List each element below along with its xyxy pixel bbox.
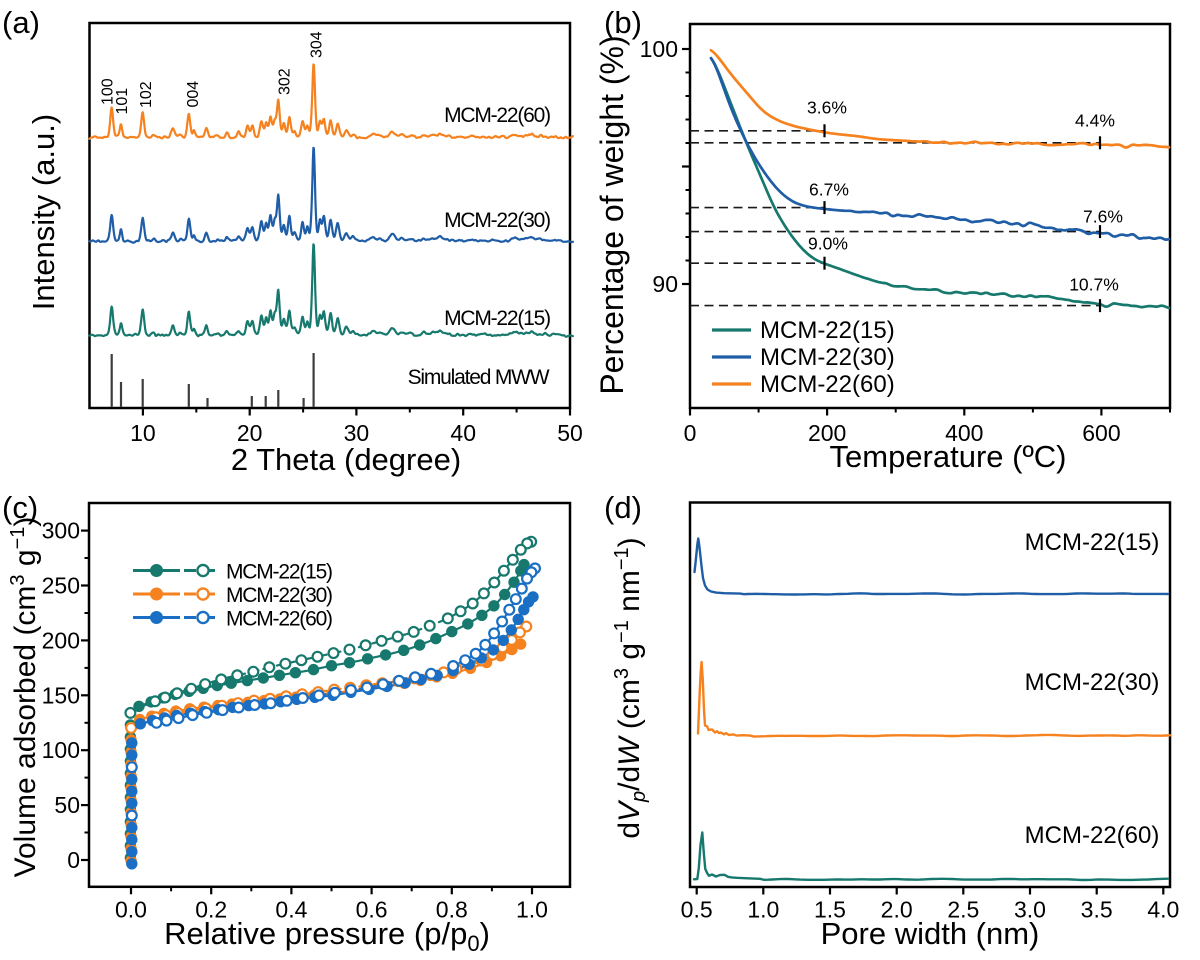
svg-text:304: 304 [308, 31, 325, 58]
svg-text:0: 0 [67, 847, 80, 873]
svg-text:MCM-22(30): MCM-22(30) [226, 584, 332, 607]
svg-text:Volume adsorbed (cm3 g−1): Volume adsorbed (cm3 g−1) [7, 517, 42, 878]
svg-text:3.6%: 3.6% [807, 98, 847, 118]
svg-text:0.6: 0.6 [356, 897, 388, 923]
svg-text:3.5: 3.5 [1081, 897, 1113, 923]
svg-text:100: 100 [42, 737, 80, 763]
svg-text:0.5: 0.5 [681, 897, 713, 923]
svg-text:dVp/dW (cm3 g−1 nm−1): dVp/dW (cm3 g−1 nm−1) [611, 537, 650, 838]
svg-text:30: 30 [344, 420, 370, 446]
svg-text:101: 101 [114, 88, 131, 115]
svg-text:(d): (d) [604, 490, 642, 525]
svg-text:Intensity (a.u.): Intensity (a.u.) [26, 114, 61, 310]
svg-text:100: 100 [640, 36, 678, 62]
svg-text:(c): (c) [2, 490, 38, 525]
svg-text:4.0: 4.0 [1147, 897, 1179, 923]
svg-text:600: 600 [1082, 420, 1120, 446]
svg-text:1.5: 1.5 [814, 897, 846, 923]
svg-text:MCM-22(30): MCM-22(30) [1025, 669, 1160, 696]
svg-text:1.0: 1.0 [516, 897, 548, 923]
svg-text:50: 50 [54, 792, 80, 818]
svg-text:3.0: 3.0 [1014, 897, 1046, 923]
svg-text:Percentage of weight (%): Percentage of weight (%) [594, 35, 630, 394]
svg-text:MCM-22(15): MCM-22(15) [444, 307, 550, 330]
svg-text:MCM-22(15): MCM-22(15) [226, 561, 332, 584]
svg-text:300: 300 [42, 518, 80, 544]
svg-text:20: 20 [237, 420, 263, 446]
svg-text:0.8: 0.8 [436, 897, 468, 923]
svg-text:1.0: 1.0 [747, 897, 779, 923]
svg-text:200: 200 [42, 627, 80, 653]
svg-text:250: 250 [42, 573, 80, 599]
svg-text:0.2: 0.2 [195, 897, 227, 923]
svg-text:(a): (a) [2, 5, 40, 40]
svg-text:0.0: 0.0 [115, 897, 147, 923]
svg-text:MCM-22(60): MCM-22(60) [226, 608, 332, 631]
svg-text:(b): (b) [604, 5, 642, 40]
svg-text:MCM-22(60): MCM-22(60) [444, 104, 550, 127]
svg-text:2 Theta (degree): 2 Theta (degree) [231, 442, 461, 477]
svg-text:50: 50 [557, 420, 583, 446]
svg-text:Simulated MWW: Simulated MWW [408, 366, 550, 389]
svg-text:MCM-22(15): MCM-22(15) [1025, 529, 1160, 556]
svg-text:102: 102 [138, 81, 155, 108]
svg-text:MCM-22(30): MCM-22(30) [760, 344, 895, 371]
svg-text:7.6%: 7.6% [1083, 207, 1123, 227]
svg-text:MCM-22(60): MCM-22(60) [1025, 822, 1160, 849]
svg-text:4.4%: 4.4% [1075, 111, 1115, 131]
svg-text:302: 302 [276, 68, 293, 95]
svg-text:40: 40 [450, 420, 476, 446]
svg-text:100: 100 [99, 78, 116, 105]
svg-text:10: 10 [130, 420, 156, 446]
svg-text:2.0: 2.0 [881, 897, 913, 923]
svg-text:Temperature (ºC): Temperature (ºC) [830, 439, 1067, 474]
svg-text:004: 004 [185, 81, 202, 108]
svg-text:MCM-22(15): MCM-22(15) [760, 317, 895, 344]
svg-text:400: 400 [945, 420, 983, 446]
svg-text:9.0%: 9.0% [808, 234, 848, 254]
svg-text:2.5: 2.5 [947, 897, 979, 923]
svg-text:MCM-22(60): MCM-22(60) [760, 371, 895, 398]
svg-text:10.7%: 10.7% [1069, 275, 1119, 295]
svg-text:150: 150 [42, 682, 80, 708]
svg-text:0.4: 0.4 [275, 897, 307, 923]
svg-text:MCM-22(30): MCM-22(30) [444, 209, 550, 232]
svg-text:90: 90 [652, 271, 678, 297]
svg-text:200: 200 [808, 420, 846, 446]
svg-text:6.7%: 6.7% [809, 180, 849, 200]
svg-text:Pore width (nm): Pore width (nm) [821, 916, 1040, 951]
svg-text:Relative pressure (p/p0): Relative pressure (p/p0) [164, 916, 490, 956]
svg-text:0: 0 [684, 420, 697, 446]
